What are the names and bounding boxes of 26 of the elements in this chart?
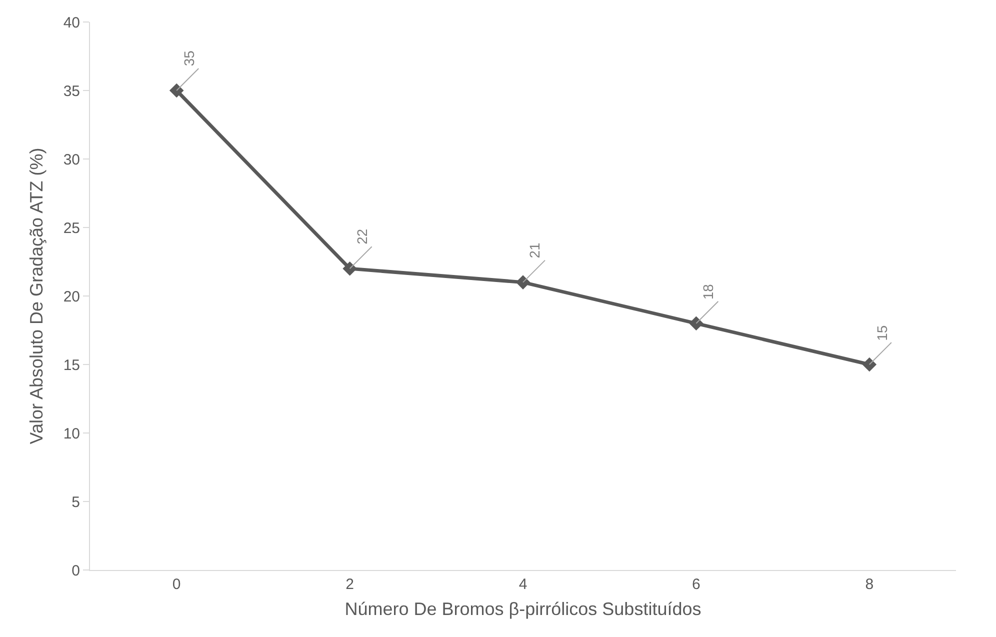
y-tick-label: 35 <box>63 82 80 100</box>
point <box>169 83 184 98</box>
x-tick-label: 4 <box>518 576 528 593</box>
point <box>516 275 530 290</box>
point <box>689 316 704 331</box>
y-tick-label: 20 <box>63 288 80 306</box>
y-tick-label: 0 <box>72 562 80 580</box>
x-tick-label: 0 <box>172 576 181 593</box>
y-axis-title: Valor Absoluto De Gradação ATZ (%) <box>26 148 47 444</box>
y-tick-label: 15 <box>63 356 80 374</box>
y-tick-label: 25 <box>63 220 80 237</box>
y-tick-label: 40 <box>63 14 80 32</box>
x-tick-label: 6 <box>692 576 700 593</box>
y-tick-label: 30 <box>63 151 80 168</box>
y-tick-label: 10 <box>63 425 80 442</box>
data-label: 21 <box>526 242 543 258</box>
x-tick-label: 2 <box>346 576 354 593</box>
data-label: 15 <box>874 325 890 341</box>
data-label: 35 <box>181 50 198 66</box>
data-label: 22 <box>354 228 370 244</box>
y-tick-label: 5 <box>72 494 80 511</box>
x-tick-label: 8 <box>865 576 874 593</box>
point <box>862 357 877 372</box>
point <box>342 261 357 276</box>
data-label: 18 <box>700 284 716 300</box>
x-axis-title: Número De Bromos β-pirrólicos Substituídos <box>344 599 702 620</box>
